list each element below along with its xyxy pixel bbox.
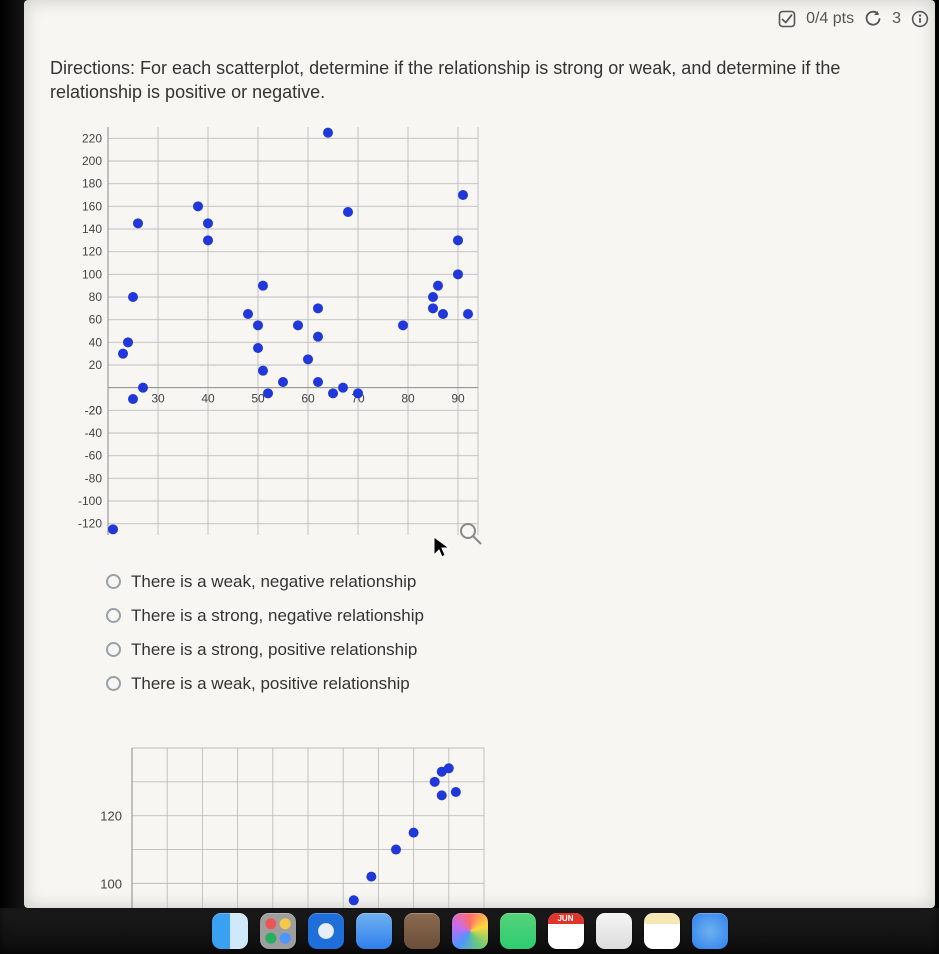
svg-text:40: 40 bbox=[89, 335, 103, 349]
svg-text:20: 20 bbox=[89, 358, 103, 372]
answer-options: There is a weak, negative relationship T… bbox=[106, 572, 927, 694]
svg-text:-60: -60 bbox=[85, 448, 103, 462]
app-screen: 0/4 pts 3 Directions: For each scatterpl… bbox=[24, 0, 935, 908]
radio-icon[interactable] bbox=[106, 676, 121, 691]
svg-text:30: 30 bbox=[151, 391, 165, 405]
svg-text:120: 120 bbox=[100, 808, 122, 823]
directions-text: Directions: For each scatterplot, determ… bbox=[50, 56, 927, 105]
svg-text:100: 100 bbox=[100, 876, 122, 891]
option-label: There is a strong, negative relationship bbox=[131, 606, 424, 626]
svg-text:180: 180 bbox=[82, 176, 102, 190]
svg-text:100: 100 bbox=[82, 267, 102, 281]
svg-text:80: 80 bbox=[89, 290, 103, 304]
svg-text:220: 220 bbox=[82, 131, 102, 145]
option-label: There is a strong, positive relationship bbox=[131, 640, 417, 660]
zoom-icon[interactable] bbox=[458, 521, 484, 547]
svg-text:-20: -20 bbox=[85, 403, 103, 417]
macos-dock[interactable]: JUN bbox=[0, 908, 939, 954]
dock-app-launchpad[interactable] bbox=[260, 913, 296, 949]
svg-text:50: 50 bbox=[251, 391, 265, 405]
option-b[interactable]: There is a strong, negative relationship bbox=[106, 606, 927, 626]
option-label: There is a weak, negative relationship bbox=[131, 572, 416, 592]
directions-label: Directions: bbox=[50, 58, 135, 78]
option-d[interactable]: There is a weak, positive relationship bbox=[106, 674, 927, 694]
dock-app-safari[interactable] bbox=[308, 913, 344, 949]
retry-count: 3 bbox=[892, 10, 901, 28]
svg-text:90: 90 bbox=[451, 391, 465, 405]
retry-icon bbox=[864, 10, 882, 28]
option-label: There is a weak, positive relationship bbox=[131, 674, 410, 694]
svg-text:200: 200 bbox=[82, 154, 102, 168]
points-text: 0/4 pts bbox=[806, 10, 854, 28]
svg-text:120: 120 bbox=[82, 244, 102, 258]
scatterplot-2-svg: 80100120 bbox=[74, 742, 494, 908]
info-icon[interactable] bbox=[911, 10, 929, 28]
dock-app-photos[interactable] bbox=[452, 913, 488, 949]
svg-text:60: 60 bbox=[301, 391, 315, 405]
radio-icon[interactable] bbox=[106, 608, 121, 623]
svg-text:80: 80 bbox=[401, 391, 415, 405]
radio-icon[interactable] bbox=[106, 574, 121, 589]
svg-text:140: 140 bbox=[82, 222, 102, 236]
svg-text:-80: -80 bbox=[85, 471, 103, 485]
monitor-frame: 0/4 pts 3 Directions: For each scatterpl… bbox=[0, 0, 939, 954]
dock-app-reminders[interactable] bbox=[596, 913, 632, 949]
scatterplot-1-svg: -120 -100 -80 -60 -40 -20 20 40 60 80 100 120 140 160… bbox=[60, 119, 490, 549]
dock-app-notes[interactable] bbox=[644, 913, 680, 949]
points-bar: 0/4 pts 3 bbox=[778, 10, 929, 28]
dock-app-messages[interactable] bbox=[692, 913, 728, 949]
directions-body: For each scatterplot, determine if the r… bbox=[50, 58, 840, 102]
dock-app-mail[interactable] bbox=[356, 913, 392, 949]
option-c[interactable]: There is a strong, positive relationship bbox=[106, 640, 927, 660]
content-area: 0/4 pts 3 Directions: For each scatterpl… bbox=[42, 0, 935, 908]
dock-app-calendar[interactable]: JUN bbox=[548, 913, 584, 949]
svg-text:160: 160 bbox=[82, 199, 102, 213]
svg-text:-120: -120 bbox=[78, 516, 102, 530]
scatterplot-1: -120 -100 -80 -60 -40 -20 20 40 60 80 100 120 140 160… bbox=[60, 119, 927, 554]
dock-app-facetime[interactable] bbox=[500, 913, 536, 949]
scatterplot-2: 80100120 bbox=[60, 708, 927, 908]
checkbox-icon bbox=[778, 10, 796, 28]
svg-text:60: 60 bbox=[89, 312, 103, 326]
svg-text:-40: -40 bbox=[85, 426, 103, 440]
svg-text:40: 40 bbox=[201, 391, 215, 405]
calendar-month: JUN bbox=[548, 913, 584, 924]
dock-app-finder[interactable] bbox=[212, 913, 248, 949]
svg-text:-100: -100 bbox=[78, 494, 102, 508]
option-a[interactable]: There is a weak, negative relationship bbox=[106, 572, 927, 592]
radio-icon[interactable] bbox=[106, 642, 121, 657]
dock-app-contacts[interactable] bbox=[404, 913, 440, 949]
